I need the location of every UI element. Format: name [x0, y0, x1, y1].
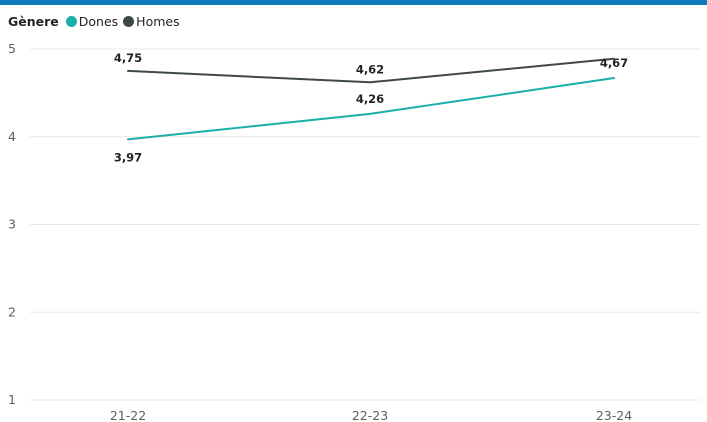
y-tick-label-3: 3 — [8, 217, 16, 232]
y-tick-label-5: 5 — [8, 41, 16, 56]
x-tick-label-22-23: 22-23 — [352, 408, 388, 422]
series-line-homes[interactable] — [127, 57, 615, 84]
y-tick-label-4: 4 — [8, 129, 16, 144]
top-accent-bar — [0, 0, 707, 5]
legend: Gènere Dones Homes — [8, 11, 185, 31]
legend-item-homes[interactable]: Homes — [123, 13, 180, 29]
x-tick-label-23-24: 23-24 — [596, 408, 632, 422]
y-tick-label-1: 1 — [8, 392, 16, 407]
legend-label-homes: Homes — [136, 13, 180, 29]
x-tick-label-21-22: 21-22 — [110, 408, 146, 422]
legend-marker-homes — [123, 15, 135, 27]
legend-title: Gènere — [8, 13, 59, 29]
legend-marker-dones — [65, 15, 77, 27]
series-line-dones[interactable] — [127, 77, 615, 141]
data-label-homes-21-22: 4,75 — [114, 51, 142, 65]
legend-item-dones[interactable]: Dones — [65, 13, 119, 29]
data-label-dones-21-22: 3,97 — [114, 150, 142, 164]
y-tick-label-2: 2 — [8, 304, 16, 319]
legend-label-dones: Dones — [78, 13, 119, 29]
data-label-dones-22-23: 4,26 — [356, 92, 384, 106]
data-label-dones-23-24: 4,67 — [600, 56, 628, 70]
data-label-homes-22-23: 4,62 — [356, 62, 384, 76]
